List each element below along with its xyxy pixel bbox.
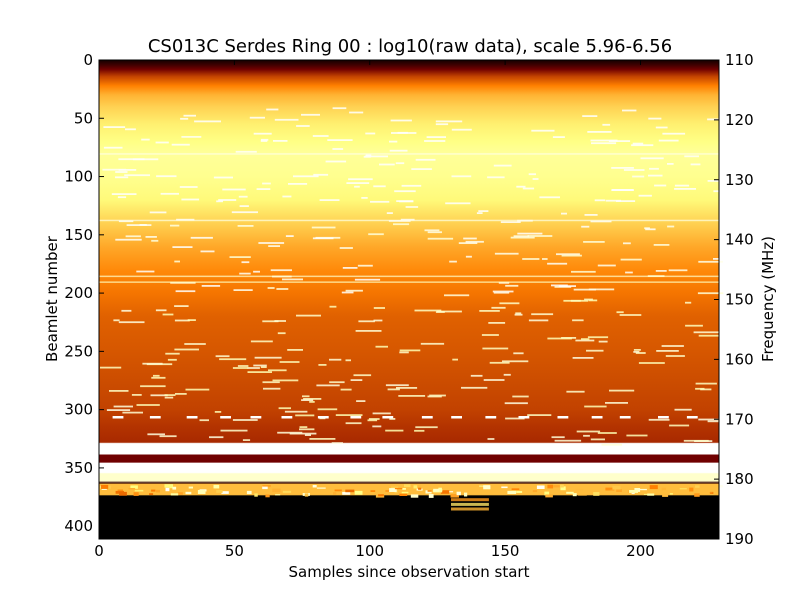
y-tick-label: 0: [83, 51, 93, 69]
x-tick-label: 150: [491, 542, 520, 560]
axes: 0 50 100 150 200 0 50 100 150 200 250 300 350 400 110 1…: [64, 51, 753, 560]
y2-tick-label: 160: [725, 350, 754, 368]
rfi-speckles: [99, 107, 738, 511]
x-tick-label: 100: [355, 542, 384, 560]
y2-tick-label: 130: [725, 171, 754, 189]
y2-tick-label: 110: [725, 51, 754, 69]
y2-tick-label: 120: [725, 111, 754, 129]
y-tick-label: 200: [64, 284, 93, 302]
y2-tick-label: 180: [725, 470, 754, 488]
x-tick-label: 200: [626, 542, 655, 560]
chart-title: CS013C Serdes Ring 00 : log10(raw data),…: [148, 36, 672, 57]
y2-tick-label: 190: [725, 530, 754, 548]
y-tick-label: 300: [64, 401, 93, 419]
y2-tick-label: 170: [725, 410, 754, 428]
y-tick-label: 150: [64, 226, 93, 244]
y-axis-label: Beamlet number: [43, 235, 61, 362]
x-tick-label: 50: [225, 542, 244, 560]
y2-tick-label: 150: [725, 291, 754, 309]
y2-axis-label: Frequency (MHz): [759, 236, 777, 362]
y-tick-label: 100: [64, 168, 93, 186]
heatmap-image: [99, 60, 719, 539]
y-tick-label: 350: [64, 459, 93, 477]
heatmap-plot-area: [99, 60, 738, 539]
y-tick-label: 250: [64, 342, 93, 360]
y-tick-label: 400: [64, 517, 93, 535]
y-tick-label: 50: [74, 109, 93, 127]
x-tick-label: 0: [94, 542, 104, 560]
y2-tick-label: 140: [725, 231, 754, 249]
x-axis-label: Samples since observation start: [289, 563, 530, 581]
